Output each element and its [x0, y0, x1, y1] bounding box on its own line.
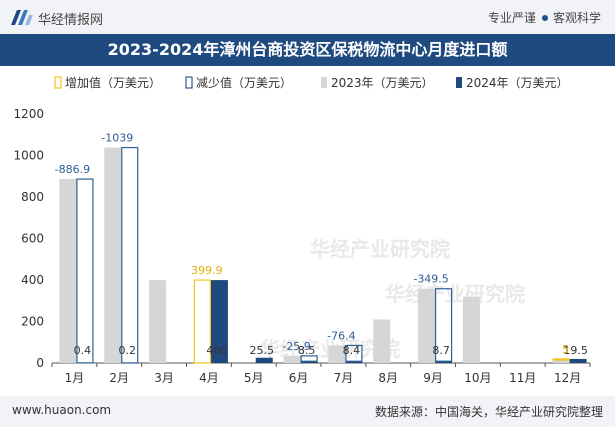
- x-tick-label: 4月: [199, 371, 219, 385]
- bar-2024: [300, 361, 318, 363]
- bar-decrease: [434, 288, 453, 362]
- legend-label: 增加值（万美元）: [65, 75, 161, 90]
- value-label-2024: 0.4: [74, 344, 92, 357]
- value-label-2024: 0.2: [119, 344, 137, 357]
- increase-value-label: 399.9: [191, 264, 223, 277]
- x-tick-label: 6月: [289, 371, 309, 385]
- bar-2024: [345, 361, 363, 363]
- bar-2023: [59, 179, 77, 363]
- bar-chart: 华经产业研究院华经产业研究院华经产业研究院 增加值（万美元）减少值（万美元）20…: [13, 75, 591, 385]
- bar-2024: [569, 358, 587, 363]
- legend-swatch-icon: [185, 76, 193, 89]
- decrease-value-label: -886.9: [55, 163, 90, 176]
- title-bar: 2023-2024年漳州台商投资区保税物流中心月度进口额: [0, 34, 615, 66]
- bar-2024: [435, 361, 453, 363]
- legend-label: 减少值（万美元）: [196, 75, 292, 90]
- decrease-value-label: -76.4: [327, 329, 355, 342]
- y-tick-label: 1000: [13, 149, 44, 163]
- bar-decrease: [121, 146, 139, 364]
- x-tick-label: 3月: [154, 371, 174, 385]
- y-tick-label: 800: [21, 190, 44, 204]
- bar-2023: [418, 288, 436, 363]
- value-label-2024: 8.7: [432, 344, 450, 357]
- bar-2023: [552, 359, 570, 363]
- data-source: 数据来源：中国海关，华经产业研究院整理: [374, 405, 603, 419]
- slogan-right: 客观科学: [552, 11, 601, 25]
- bar-2023: [462, 296, 480, 363]
- legend-item: 增加值（万美元）: [54, 75, 161, 90]
- slogan: 专业严谨 客观科学: [488, 9, 601, 26]
- value-label-2024: 25.5: [250, 344, 275, 357]
- x-tick-label: 12月: [554, 371, 581, 385]
- decrease-value-label: -25.9: [282, 340, 310, 353]
- legend-swatch-icon: [321, 77, 327, 88]
- chart-legend: 增加值（万美元） 减少值（万美元） 2023年（万美元） 2024年（万美元）: [54, 75, 569, 90]
- value-label-2024: 400: [206, 344, 227, 357]
- chart-labels: 0.4 -886.9 0.2 -1039 400 399.9 25.5 8.5-25.9 8.4…: [55, 132, 588, 357]
- bar-2023: [328, 345, 346, 363]
- bar-decrease: [300, 355, 318, 362]
- y-tick-label: 1200: [13, 107, 44, 121]
- y-tick-label: 600: [21, 232, 44, 246]
- legend-label: 2024年（万美元）: [466, 76, 569, 90]
- slogan-dot-icon: [541, 15, 548, 21]
- chart-axes: 0 200 400 600 800 1000 1200 1月 2月 3月 4月 5月 6月 7月 8月 9月 1…: [13, 107, 591, 385]
- decrease-value-label: -1039: [101, 132, 133, 145]
- legend-item: 2024年（万美元）: [456, 76, 569, 90]
- x-tick-label: 10月: [464, 371, 491, 385]
- bar-2023: [149, 280, 167, 363]
- footer-bar: www.huaon.com 数据来源：中国海关，华经产业研究院整理: [0, 396, 615, 427]
- legend-item: 2023年（万美元）: [321, 76, 434, 90]
- x-tick-label: 1月: [65, 371, 85, 385]
- increase-value-label: 5: [562, 343, 569, 356]
- value-label-2024: 8.4: [343, 344, 361, 357]
- watermark-text: 华经产业研究院: [310, 237, 450, 261]
- bar-decrease: [345, 344, 363, 362]
- bar-2023: [373, 319, 391, 363]
- x-tick-label: 9月: [423, 371, 443, 385]
- slogan-left: 专业严谨: [487, 11, 536, 25]
- x-tick-label: 8月: [378, 371, 398, 385]
- bar-2023: [104, 147, 122, 363]
- watermark-text: 华经产业研究院: [385, 282, 525, 306]
- top-bar: 华经情报网 专业严谨 客观科学: [0, 0, 615, 34]
- legend-swatch-icon: [54, 76, 62, 89]
- legend-label: 2023年（万美元）: [331, 76, 434, 90]
- y-tick-label: 0: [36, 356, 44, 370]
- bar-2024: [255, 357, 273, 363]
- legend-item: 减少值（万美元）: [185, 75, 292, 90]
- value-label-2024: 19.5: [563, 344, 588, 357]
- y-tick-label: 400: [21, 273, 44, 287]
- bar-decrease: [76, 178, 94, 364]
- huajing-logo-icon: [11, 10, 33, 25]
- x-tick-label: 11月: [509, 371, 536, 385]
- bar-increase: [193, 279, 212, 364]
- chart-title: 2023-2024年漳州台商投资区保税物流中心月度进口额: [107, 40, 508, 59]
- footer-url[interactable]: www.huaon.com: [12, 403, 112, 417]
- legend-swatch-icon: [456, 77, 462, 88]
- site-name: 华经情报网: [38, 13, 104, 28]
- x-tick-label: 2月: [109, 371, 129, 385]
- bar-increase: [552, 358, 570, 361]
- y-tick-label: 200: [21, 315, 44, 329]
- chart-bars: [59, 146, 587, 364]
- value-label-2024: 8.5: [298, 344, 316, 357]
- bar-2024: [210, 280, 228, 363]
- watermarks: 华经产业研究院华经产业研究院华经产业研究院: [260, 237, 525, 361]
- x-tick-label: 7月: [334, 371, 354, 385]
- decrease-value-label: -349.5: [413, 273, 448, 286]
- x-tick-label: 5月: [244, 371, 264, 385]
- bar-2023: [283, 355, 301, 363]
